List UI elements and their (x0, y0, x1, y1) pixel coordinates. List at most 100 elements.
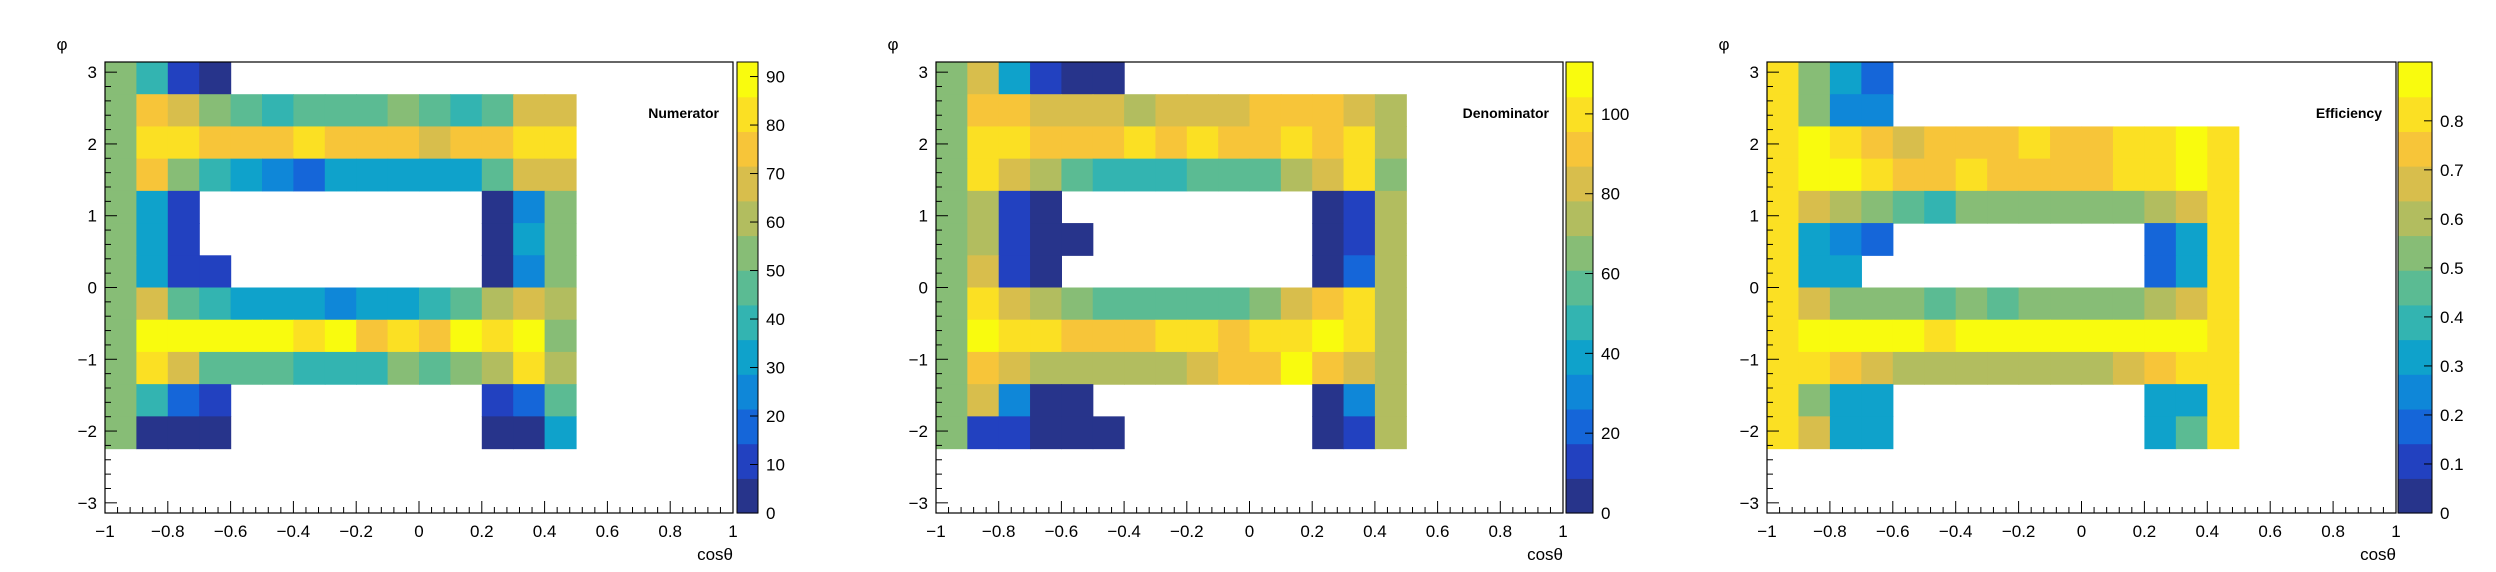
heatmap-cell (293, 158, 326, 192)
heatmap-cell (1218, 126, 1251, 160)
heatmap-cell (967, 126, 1000, 160)
heatmap-cell (936, 190, 968, 224)
colorbar-tick-label: 90 (766, 68, 785, 87)
colorbar-step (737, 62, 758, 98)
colorbar-step (1566, 235, 1593, 271)
x-tick-label: −0.8 (1813, 522, 1847, 541)
colorbar-step (2398, 235, 2432, 271)
heatmap-cell (293, 126, 326, 160)
heatmap-cell (1829, 384, 1862, 417)
x-tick-label: 0.4 (2195, 522, 2219, 541)
heatmap-cell (1186, 319, 1219, 353)
heatmap-cell (513, 158, 546, 192)
x-tick-label: 0.2 (1300, 522, 1324, 541)
heatmap-cell (450, 319, 483, 353)
heatmap-cell (2207, 190, 2240, 224)
heatmap-panel-3 (1766, 61, 2433, 514)
y-tick-label: 2 (1750, 135, 1759, 154)
heatmap-cell (1312, 158, 1345, 192)
heatmap-cell (1186, 126, 1219, 160)
colorbar-step (2398, 62, 2432, 98)
heatmap-cell (936, 62, 968, 95)
heatmap-cell (1061, 416, 1094, 450)
heatmap-cell (105, 126, 137, 160)
colorbar-step (1566, 200, 1593, 237)
colorbar-step (737, 443, 758, 479)
heatmap-cell (2018, 190, 2051, 224)
heatmap-cell (1861, 94, 1894, 128)
colorbar-tick-label: 0.2 (2440, 406, 2464, 425)
heatmap-cell (324, 158, 357, 192)
heatmap-cell (167, 319, 200, 353)
heatmap-cell (1092, 287, 1125, 321)
heatmap-cell (136, 94, 169, 128)
heatmap-cell (936, 416, 968, 450)
heatmap-cell (1987, 158, 2020, 192)
colorbar-frame (2397, 61, 2433, 514)
heatmap-cell (1861, 62, 1894, 95)
colorbar-step (1566, 131, 1593, 167)
heatmap-cell (167, 351, 200, 385)
colorbar-step (737, 478, 758, 514)
heatmap-cell (2207, 319, 2240, 353)
heatmap-cell (324, 126, 357, 160)
heatmap-cell (1798, 223, 1831, 256)
heatmap-cell (167, 223, 200, 256)
heatmap-cell (1987, 287, 2020, 321)
colorbar-step (1566, 339, 1593, 375)
heatmap-cell (967, 94, 1000, 128)
x-tick-label: 0 (414, 522, 423, 541)
heatmap-cell (936, 319, 968, 353)
heatmap-cell (199, 94, 232, 128)
heatmap-cell (1030, 126, 1062, 160)
heatmap-cell (1892, 351, 1925, 385)
heatmap-cell (356, 319, 389, 353)
heatmap-cell (481, 190, 514, 224)
heatmap-cell (105, 384, 137, 417)
heatmap-cell (513, 223, 546, 256)
heatmap-cell (936, 287, 968, 321)
colorbar-step (1566, 166, 1593, 202)
heatmap-cell (967, 62, 1000, 95)
heatmap-cell (544, 190, 577, 224)
heatmap-cell (1798, 94, 1831, 128)
colorbar-step (737, 270, 758, 306)
heatmap-cell (1186, 158, 1219, 192)
heatmap-cell (1124, 319, 1157, 353)
x-tick-label: −0.6 (1045, 522, 1079, 541)
heatmap-cell (513, 190, 546, 224)
heatmap-cell (1829, 223, 1862, 256)
heatmap-cell (998, 223, 1031, 256)
heatmap-cell (2081, 158, 2114, 192)
heatmap-cell (544, 223, 577, 256)
heatmap-cell (1767, 416, 1800, 450)
heatmap-cell (2050, 190, 2083, 224)
colorbar-tick-label: 0 (766, 504, 775, 523)
heatmap-cell (230, 287, 263, 321)
colorbar-step (1566, 374, 1593, 410)
heatmap-cell (1829, 190, 1862, 224)
heatmap-cell (1861, 384, 1894, 417)
heatmap-cell (1061, 287, 1094, 321)
heatmap-cell (1343, 255, 1376, 289)
heatmap-cell (1280, 158, 1313, 192)
y-axis-title: φ (1718, 35, 1729, 54)
heatmap-cell (1767, 190, 1800, 224)
heatmap-cell (998, 158, 1031, 192)
heatmap-cell (1829, 126, 1862, 160)
heatmap-cell (1155, 126, 1188, 160)
heatmap-cell (105, 223, 137, 256)
heatmap-cell (1924, 351, 1957, 385)
heatmap-cell (387, 94, 420, 128)
heatmap-cell (324, 287, 357, 321)
heatmap-cell (262, 351, 294, 385)
y-tick-label: 3 (88, 63, 97, 82)
heatmap-cell (199, 287, 232, 321)
heatmap-cell (544, 158, 577, 192)
heatmap-cell (324, 351, 357, 385)
heatmap-cell (105, 158, 137, 192)
heatmap-cell (2050, 126, 2083, 160)
heatmap-cell (936, 351, 968, 385)
heatmap-cell (2144, 223, 2177, 256)
panel-title: Denominator (1463, 105, 1550, 121)
